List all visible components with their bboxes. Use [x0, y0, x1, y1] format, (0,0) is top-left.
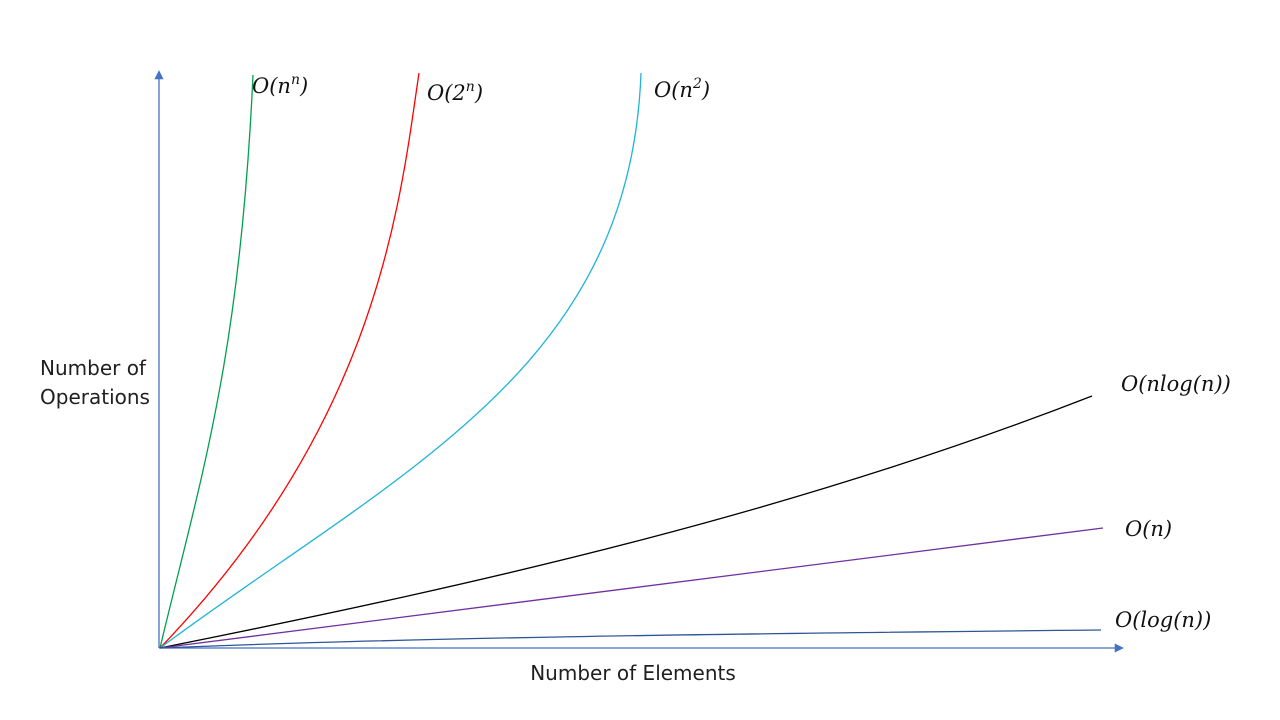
- label-n-log-n: O(nlog(n)): [1121, 372, 1231, 396]
- label-linear: O(n): [1125, 517, 1172, 541]
- curve-exponential: [159, 72, 420, 649]
- curve-logarithmic: [159, 629, 1102, 649]
- y-axis-title-line-2: Operations: [40, 385, 150, 409]
- curve-n-log-n: [159, 395, 1093, 649]
- label-n-power-n: O(nn): [252, 72, 308, 98]
- label-logarithmic: O(log(n)): [1115, 608, 1211, 632]
- y-axis-title-line-1: Number of: [40, 356, 147, 380]
- curve-quadratic: [159, 72, 642, 649]
- label-quadratic: O(n2): [654, 76, 710, 102]
- curve-n-power-n: [159, 74, 254, 649]
- x-axis-title: Number of Elements: [530, 661, 736, 685]
- label-exponential: O(2n): [427, 79, 483, 105]
- curve-linear: [159, 527, 1104, 649]
